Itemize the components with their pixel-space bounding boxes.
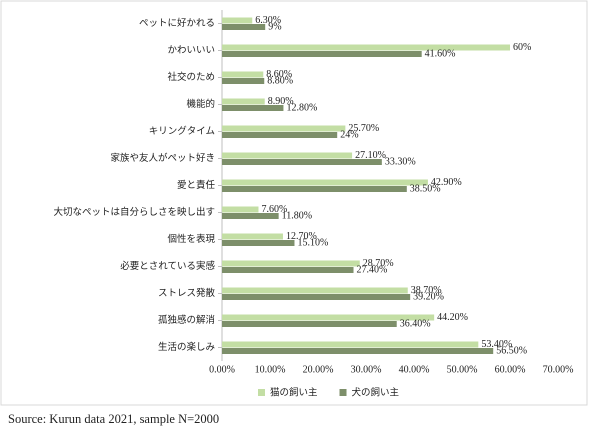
value-label: 60%: [513, 42, 531, 53]
y-tick-label: 必要とされている実感: [120, 260, 215, 272]
bar: [222, 314, 435, 321]
value-label: 38.70%: [411, 285, 442, 296]
x-tick-label: 10.00%: [255, 364, 286, 375]
bar: [222, 348, 494, 354]
bar: [222, 260, 360, 267]
y-tick-label: 孤独感の解消: [158, 314, 215, 326]
y-tick-label: 生活の楽しみ: [158, 341, 215, 353]
value-label: 8.90%: [268, 96, 294, 107]
legend-label: 犬の飼い主: [352, 387, 400, 399]
bar: [222, 17, 253, 24]
value-label: 44.20%: [437, 312, 468, 323]
bar: [222, 233, 283, 240]
value-label: 36.40%: [400, 318, 431, 329]
y-tick-label: 個性を表現: [167, 233, 215, 245]
value-label: 8.80%: [267, 75, 293, 86]
bar: [222, 213, 279, 219]
y-tick-label: 社交のため: [167, 71, 215, 83]
value-label: 12.70%: [286, 231, 317, 242]
bar: [222, 44, 510, 51]
value-label: 9%: [268, 21, 281, 32]
x-tick-label: 30.00%: [351, 364, 382, 375]
value-label: 11.80%: [282, 210, 312, 221]
y-tick-label: ストレス発散: [158, 287, 216, 299]
x-tick-label: 20.00%: [303, 364, 334, 375]
y-tick-label: 家族や友人がペット好き: [110, 152, 215, 164]
bar: [222, 206, 259, 213]
value-label: 56.50%: [496, 345, 527, 356]
bar: [222, 51, 422, 57]
bar: [222, 152, 353, 159]
value-label: 25.70%: [348, 123, 379, 134]
y-tick-label: ペットに好かれる: [139, 17, 215, 29]
value-label: 28.70%: [363, 258, 394, 269]
value-label: 6.30%: [255, 15, 281, 26]
value-label: 8.60%: [266, 69, 292, 80]
value-label: 38.50%: [410, 183, 441, 194]
bar: [222, 159, 382, 165]
y-tick-label: かわいいい: [167, 45, 215, 56]
bar: [222, 132, 338, 138]
value-label: 24%: [340, 129, 358, 140]
value-label: 33.30%: [385, 156, 416, 167]
bar: [222, 105, 284, 111]
value-label: 42.90%: [431, 177, 462, 188]
source-note: Source: Kurun data 2021, sample N=2000: [8, 412, 219, 426]
y-tick-label: キリングタイム: [149, 125, 215, 137]
value-label: 12.80%: [286, 102, 317, 113]
value-label: 15.10%: [297, 237, 328, 248]
y-tick-label: 大切なペットは自分らしさを映し出す: [53, 206, 215, 218]
value-label: 27.10%: [355, 150, 386, 161]
bar: [222, 78, 265, 84]
value-label: 41.60%: [425, 48, 456, 59]
legend-swatch: [339, 389, 347, 396]
value-label: 53.40%: [481, 339, 512, 350]
bar: [222, 294, 411, 300]
legend-label: 猫の飼い主: [270, 387, 318, 399]
x-tick-label: 40.00%: [399, 364, 430, 375]
value-label: 7.60%: [261, 204, 287, 215]
bar: [222, 240, 295, 246]
y-tick-label: 機能的: [186, 98, 215, 110]
x-tick-label: 70.00%: [543, 364, 574, 375]
bar: [222, 287, 408, 294]
bar: [222, 267, 354, 273]
legend-swatch: [258, 389, 265, 396]
bar: [222, 186, 407, 192]
bar: [222, 341, 479, 348]
bar: [222, 125, 346, 132]
y-tick-label: 愛と責任: [177, 179, 216, 191]
x-tick-label: 60.00%: [495, 364, 526, 375]
x-tick-label: 50.00%: [447, 364, 478, 375]
x-tick-label: 0.00%: [209, 364, 235, 375]
chart-frame: [0, 0, 588, 406]
bar: [222, 321, 397, 327]
bar: [222, 71, 264, 78]
value-label: 39.20%: [413, 291, 444, 302]
bar: [222, 98, 265, 105]
value-label: 27.40%: [357, 264, 388, 275]
bar: [222, 179, 428, 186]
bar: [222, 24, 266, 30]
